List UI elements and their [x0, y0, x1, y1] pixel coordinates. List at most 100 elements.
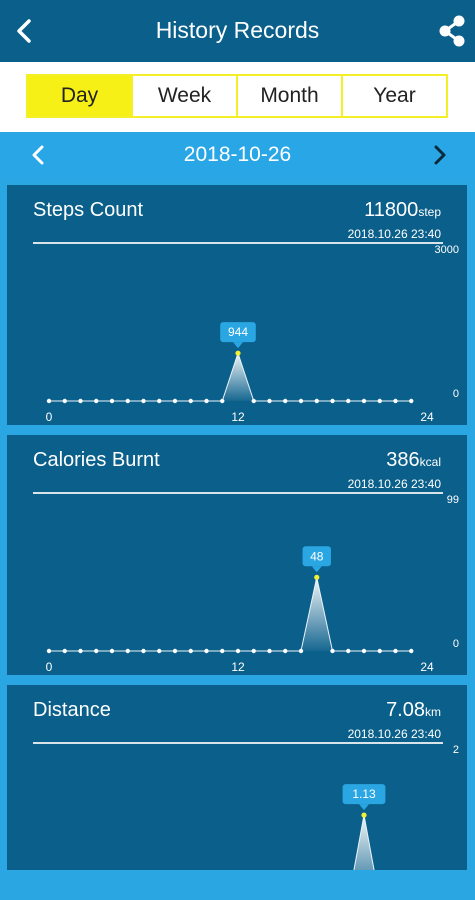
callout-bubble [342, 784, 386, 805]
data-point [251, 648, 256, 654]
data-point [109, 648, 115, 654]
y-min-label: 0 [453, 638, 459, 650]
chevron-left-icon[interactable] [28, 143, 50, 167]
distance-card: Distance 7.08km 2018.10.26 23:40 2 1.13 [7, 685, 467, 870]
data-point [346, 398, 351, 404]
data-point [251, 398, 256, 404]
data-point [377, 648, 382, 654]
data-point [298, 398, 304, 404]
callout-bubble [302, 546, 331, 567]
data-point [125, 648, 130, 654]
card-title: Steps Count [33, 199, 144, 221]
data-point [46, 648, 52, 654]
data-point [94, 648, 99, 654]
x-tick-label: 0 [46, 660, 53, 674]
data-point [204, 398, 209, 404]
data-point [220, 648, 225, 654]
tab-day[interactable]: Day [28, 76, 131, 116]
series-area [353, 815, 375, 870]
steps-card: Steps Count 11800step 2018.10.26 23:40 3… [7, 185, 467, 425]
distance-chart: 21.13 [342, 744, 459, 870]
card-timestamp: 2018.10.26 23:40 [347, 727, 441, 741]
data-point [283, 648, 288, 654]
data-point [267, 648, 272, 654]
x-tick-label: 24 [420, 660, 434, 674]
charts-scroll-area[interactable]: Steps Count 11800step 2018.10.26 23:40 3… [0, 178, 475, 870]
divider-line [33, 242, 443, 244]
callout-pointer [233, 342, 243, 349]
page-title: History Records [155, 17, 320, 43]
data-point [157, 398, 162, 404]
card-total: 11800step [364, 199, 441, 222]
calories-chart: 99 0 0 12 24 48 [46, 494, 459, 674]
data-point [314, 574, 320, 580]
data-point [409, 398, 414, 404]
data-point [188, 648, 193, 654]
data-point [298, 648, 304, 654]
date-navigator: 2018-10-26 [0, 132, 475, 178]
calories-card: Calories Burnt 386kcal 2018.10.26 23:40 … [7, 435, 467, 675]
data-point [361, 398, 367, 404]
y-max-label: 99 [447, 494, 459, 506]
series-line [49, 577, 412, 652]
card-title: Distance [33, 699, 111, 721]
divider-line [33, 492, 443, 494]
period-tab-bar: Day Week Month Year [0, 62, 475, 132]
data-point [78, 648, 83, 654]
bottom-strip [0, 870, 475, 900]
data-point [204, 648, 209, 654]
data-point [393, 648, 398, 654]
card-timestamp: 2018.10.26 23:40 [347, 227, 441, 241]
x-tick-label: 24 [420, 410, 434, 424]
card-timestamp: 2018.10.26 23:40 [347, 477, 441, 491]
chevron-right-icon[interactable] [428, 143, 450, 167]
x-tick-label: 0 [46, 410, 53, 424]
period-tabs: Day Week Month Year [26, 74, 448, 118]
steps-chart: 3000 0 0 12 24 944 [46, 244, 459, 424]
data-point [46, 398, 52, 404]
data-point [235, 350, 241, 356]
card-total: 7.08km [386, 699, 441, 722]
data-point [283, 398, 288, 404]
x-tick-label: 12 [231, 410, 245, 424]
card-unit: step [418, 205, 441, 219]
callout-pointer [311, 566, 322, 573]
callout-bubble [220, 322, 256, 343]
share-icon[interactable] [437, 14, 467, 48]
back-arrow-icon[interactable] [10, 16, 40, 46]
data-point [188, 398, 193, 404]
data-point [330, 648, 335, 654]
data-point [346, 648, 351, 654]
series-area [49, 577, 412, 651]
data-point [62, 398, 67, 404]
data-point [361, 812, 367, 818]
x-tick-label: 12 [231, 660, 245, 674]
data-point [78, 398, 83, 404]
data-point [172, 398, 178, 404]
callout-value: 1.13 [352, 787, 376, 801]
tab-month[interactable]: Month [236, 76, 341, 116]
data-point [157, 648, 162, 654]
data-point [94, 398, 99, 404]
data-point [409, 648, 414, 654]
y-min-label: 0 [453, 388, 459, 400]
data-point [220, 398, 225, 404]
data-point [330, 398, 335, 404]
tab-week[interactable]: Week [131, 76, 236, 116]
divider-line [33, 742, 443, 744]
callout-value: 944 [228, 325, 248, 339]
card-total: 386kcal [386, 449, 441, 472]
current-date: 2018-10-26 [183, 143, 292, 166]
data-point [109, 398, 115, 404]
tab-year[interactable]: Year [341, 76, 446, 116]
y-max-label: 3000 [435, 244, 459, 256]
data-point [267, 398, 272, 404]
data-point [235, 648, 241, 654]
data-point [172, 648, 178, 654]
data-point [141, 648, 146, 654]
app-header: History Records [0, 0, 475, 62]
data-point [361, 648, 367, 654]
series-line [49, 351, 412, 402]
card-unit: km [425, 705, 441, 719]
card-value: 11800 [364, 199, 419, 221]
